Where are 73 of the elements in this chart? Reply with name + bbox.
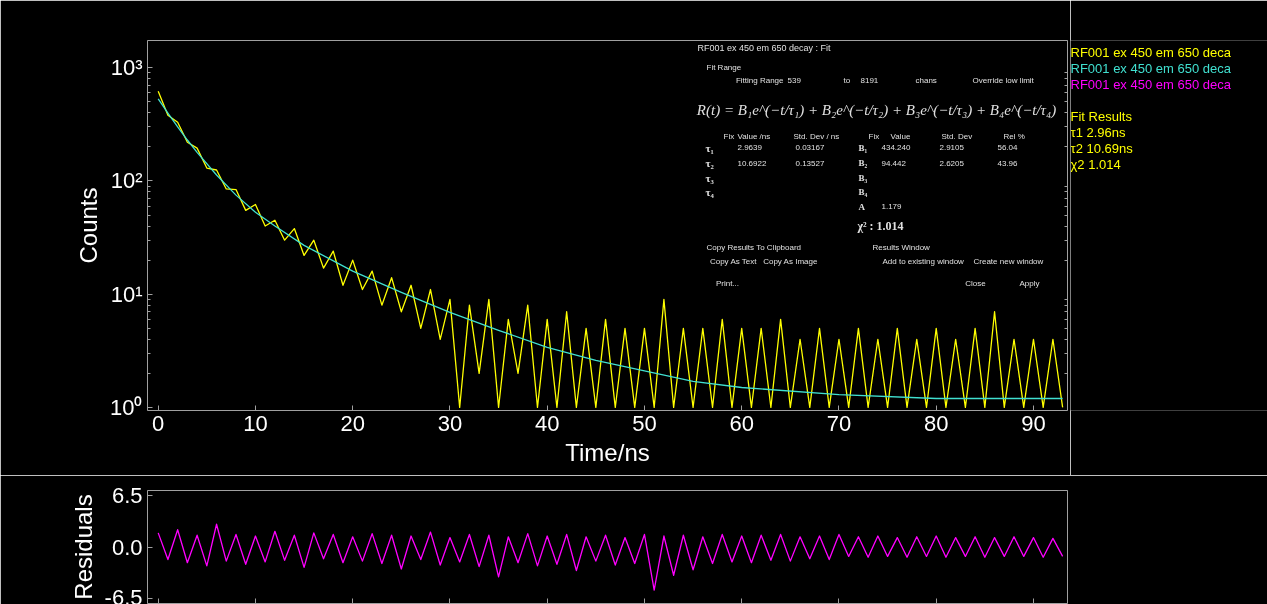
y-tick-label: -6.5 bbox=[104, 584, 143, 604]
annotation: Print... bbox=[715, 279, 740, 289]
annotation: Std. Dev / ns bbox=[793, 132, 840, 142]
annotation: Override low limit bbox=[972, 75, 1035, 85]
x-tick-label: 20 bbox=[340, 410, 365, 436]
annotation: Fitting Range bbox=[735, 75, 785, 85]
annotation: Value bbox=[890, 132, 911, 142]
annotation: 8191 bbox=[860, 75, 879, 85]
annotation: 94.442 bbox=[881, 158, 907, 168]
annotation: 0.03167 bbox=[795, 143, 825, 153]
text: RF001 ex 450 em 650 decay : Fit bbox=[697, 42, 832, 53]
annotation: B₁ bbox=[858, 142, 868, 153]
annotation: 1.179 bbox=[881, 202, 903, 212]
text: RF001 ex 450 em 650 deca bbox=[1070, 77, 1232, 92]
annotation: 0.13527 bbox=[795, 158, 825, 168]
text: τ1 2.96ns bbox=[1070, 125, 1127, 140]
annotation: τ₂ bbox=[705, 157, 715, 170]
y-tick-label: 10³ bbox=[110, 55, 143, 81]
x-tick-label: 0 bbox=[152, 410, 165, 436]
y-axis-title: Counts bbox=[75, 187, 103, 264]
annotation: τ₁ bbox=[705, 141, 714, 154]
x-axis-title: Time/ns bbox=[565, 438, 650, 466]
annotation: Copy Results To Clipboard bbox=[706, 243, 802, 253]
y-tick-label: 6.5 bbox=[111, 483, 143, 509]
annotation: τ₄ bbox=[705, 186, 715, 199]
y-tick-label: 0.0 bbox=[111, 534, 143, 560]
annotation: Fix bbox=[868, 132, 880, 142]
annotation: Rel % bbox=[1003, 132, 1025, 142]
annotation: Value /ns bbox=[737, 132, 771, 142]
annotation: A bbox=[858, 201, 866, 212]
x-tick-label: 90 bbox=[1021, 410, 1046, 436]
annotation: Results Window bbox=[872, 243, 931, 253]
x-tick-label: 10 bbox=[243, 410, 268, 436]
y-tick-label: 10² bbox=[110, 168, 143, 194]
annotation: 2.6205 bbox=[939, 158, 965, 168]
annotation: to bbox=[843, 75, 851, 85]
annotation: 2.9105 bbox=[939, 143, 965, 153]
annotation: 43.96 bbox=[997, 158, 1019, 168]
y-axis-title: Residuals bbox=[69, 494, 97, 600]
x-tick-label: 70 bbox=[826, 410, 852, 436]
annotation: Apply bbox=[1019, 279, 1040, 289]
text: τ2 10.69ns bbox=[1070, 141, 1134, 156]
text: RF001 ex 450 em 650 deca bbox=[1070, 61, 1232, 76]
annotation: Fix bbox=[723, 132, 735, 142]
annotation: Close bbox=[965, 279, 987, 289]
annotation: R(t) = B₁e^(−t/τ₁) + B₂e^(−t/τ₂) + B₃e^(−t/τ₃) + B₄e^(−t/τ₄) bbox=[695, 102, 1057, 120]
annotation: χ² : 1.014 bbox=[856, 218, 904, 233]
text: Fit Results bbox=[1070, 109, 1133, 124]
annotation: B₂ bbox=[858, 158, 868, 169]
annotation: Copy As Image bbox=[763, 256, 818, 266]
x-tick-label: 40 bbox=[534, 410, 560, 436]
y-tick-label: 10¹ bbox=[110, 281, 143, 307]
annotation: 10.6922 bbox=[737, 158, 767, 168]
y-tick-label: 10⁰ bbox=[110, 394, 143, 420]
annotation: 2.9639 bbox=[737, 143, 763, 153]
annotation: B₄ bbox=[858, 187, 868, 198]
x-tick-label: 80 bbox=[923, 410, 949, 436]
annotation: 56.04 bbox=[997, 143, 1019, 153]
x-tick-label: 50 bbox=[632, 410, 657, 436]
annotation: 539 bbox=[787, 75, 802, 85]
x-tick-label: 30 bbox=[437, 410, 463, 436]
annotation: Std. Dev bbox=[941, 132, 973, 142]
annotation: chans bbox=[915, 75, 937, 85]
annotation: Create new window bbox=[973, 256, 1044, 266]
text: RF001 ex 450 em 650 deca bbox=[1070, 45, 1232, 60]
annotation: Copy As Text bbox=[709, 256, 758, 266]
annotation: Add to existing window bbox=[882, 256, 965, 266]
annotation: 434.240 bbox=[881, 143, 911, 153]
annotation: τ₃ bbox=[705, 171, 715, 184]
annotation: B₃ bbox=[858, 172, 868, 183]
x-tick-label: 60 bbox=[729, 410, 754, 436]
text: χ2 1.014 bbox=[1070, 157, 1121, 172]
annotation: Fit Range bbox=[706, 63, 742, 73]
